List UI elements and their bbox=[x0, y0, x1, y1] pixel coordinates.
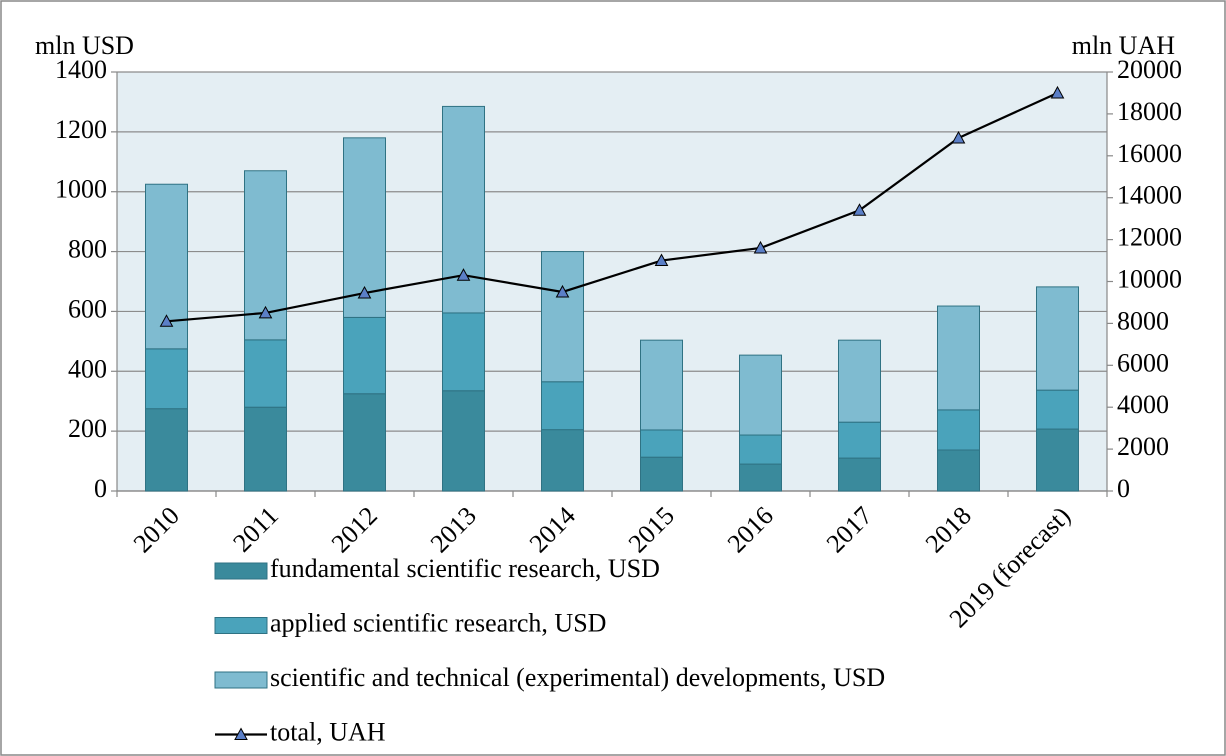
y2-tick-label: 2000 bbox=[1117, 432, 1169, 461]
legend-swatch bbox=[214, 562, 268, 580]
legend-label: total, UAH bbox=[270, 717, 386, 746]
y-tick-label: 1200 bbox=[55, 115, 107, 144]
line-marker bbox=[159, 314, 174, 327]
line-marker bbox=[753, 240, 768, 254]
line-marker bbox=[654, 253, 669, 267]
y-tick-label: 200 bbox=[68, 414, 107, 443]
bar bbox=[937, 409, 980, 451]
bar bbox=[937, 449, 980, 492]
bar bbox=[1036, 428, 1079, 492]
legend-marker bbox=[234, 727, 248, 740]
bar bbox=[442, 105, 485, 314]
y2-axis-label: mln UAH bbox=[1072, 31, 1176, 60]
y-axis-label: mln USD bbox=[35, 31, 134, 60]
bar bbox=[838, 457, 881, 492]
bar bbox=[937, 305, 980, 411]
legend-label: applied scientific research, USD bbox=[270, 608, 606, 637]
y-tick-label: 400 bbox=[68, 354, 107, 383]
line-marker bbox=[357, 285, 372, 299]
bar bbox=[640, 339, 683, 431]
y2-tick-label: 6000 bbox=[1117, 348, 1169, 377]
bar bbox=[640, 429, 683, 458]
line-marker bbox=[951, 130, 966, 144]
line-marker bbox=[1050, 85, 1065, 99]
y2-tick-label: 18000 bbox=[1117, 97, 1182, 126]
y2-tick-label: 4000 bbox=[1117, 390, 1169, 419]
bar bbox=[244, 339, 287, 408]
y2-tick-label: 0 bbox=[1117, 474, 1130, 503]
bar bbox=[541, 251, 584, 383]
y2-tick-label: 12000 bbox=[1117, 223, 1182, 252]
y-tick-label: 600 bbox=[68, 294, 107, 323]
bar bbox=[739, 354, 782, 436]
bar bbox=[838, 421, 881, 459]
legend-label: scientific and technical (experimental) … bbox=[270, 663, 885, 692]
line-marker bbox=[456, 268, 471, 281]
y-tick-label: 1400 bbox=[55, 55, 107, 84]
y2-tick-label: 20000 bbox=[1117, 55, 1182, 84]
line-marker bbox=[852, 203, 867, 216]
bar bbox=[1036, 389, 1079, 430]
bar bbox=[343, 316, 386, 395]
bar bbox=[541, 429, 584, 492]
bar bbox=[739, 434, 782, 465]
bar bbox=[739, 463, 782, 492]
y-tick-label: 1000 bbox=[55, 175, 107, 204]
bar bbox=[343, 393, 386, 492]
y-tick-label: 800 bbox=[68, 235, 107, 264]
legend-label: fundamental scientific research, USD bbox=[270, 554, 660, 583]
bar bbox=[1036, 286, 1079, 391]
bar bbox=[442, 312, 485, 392]
line bbox=[166, 91, 1058, 323]
line-marker bbox=[258, 305, 273, 319]
bar bbox=[145, 408, 188, 492]
bar bbox=[838, 339, 881, 423]
bar bbox=[244, 406, 287, 492]
bar bbox=[442, 390, 485, 492]
line-marker bbox=[555, 284, 570, 298]
bar bbox=[145, 348, 188, 410]
y2-tick-label: 8000 bbox=[1117, 306, 1169, 335]
y2-tick-label: 16000 bbox=[1117, 139, 1182, 168]
y2-tick-label: 10000 bbox=[1117, 264, 1182, 293]
bar bbox=[640, 456, 683, 492]
legend-swatch bbox=[214, 617, 268, 634]
bar bbox=[541, 381, 584, 431]
legend-swatch bbox=[214, 671, 268, 689]
y2-tick-label: 14000 bbox=[1117, 181, 1182, 210]
y-tick-label: 0 bbox=[94, 474, 107, 503]
